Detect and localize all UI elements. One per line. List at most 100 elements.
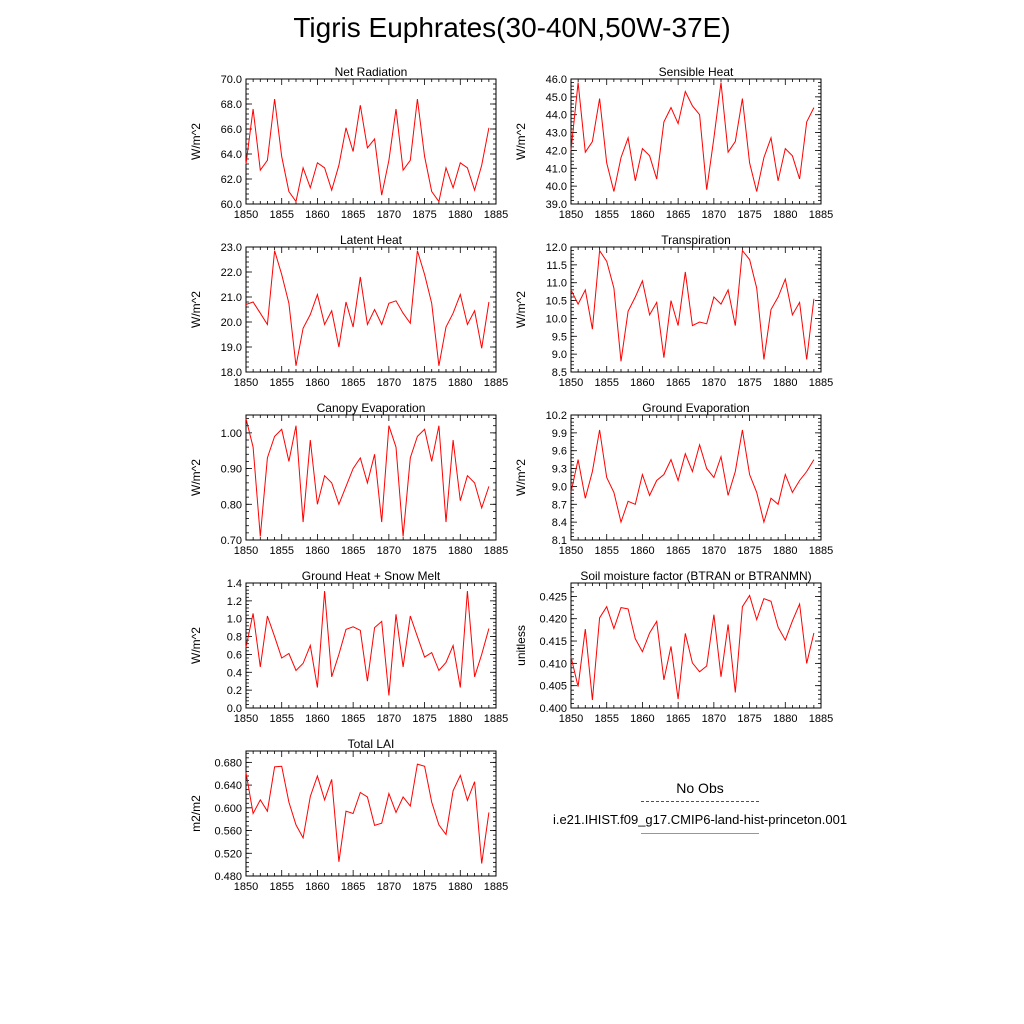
x-tick-label: 1875 [412, 209, 436, 221]
x-tick-label: 1870 [702, 713, 726, 725]
y-axis-label: W/m^2 [189, 291, 203, 328]
x-tick-label: 1870 [702, 209, 726, 221]
y-tick-label: 0.6 [227, 649, 242, 661]
x-tick-label: 1885 [484, 881, 508, 893]
chart-panel: 1850 1855 1860 1865 1870 1875 1880 1885 18.0 19.0… [189, 233, 508, 389]
panel-title: Sensible Heat [659, 65, 734, 79]
y-tick-label: 1.2 [227, 596, 242, 608]
x-tick-label: 1870 [377, 377, 401, 389]
y-tick-label: 18.0 [221, 367, 242, 379]
x-tick-label: 1850 [559, 377, 583, 389]
y-tick-label: 8.4 [552, 517, 567, 529]
x-tick-label: 1860 [630, 713, 654, 725]
x-tick-label: 1850 [234, 377, 258, 389]
y-axis-label: unitless [514, 625, 528, 666]
plot-frame [245, 246, 497, 373]
chart-panel: 1850 1855 1860 1865 1870 1875 1880 1885 0.480 0.5… [189, 737, 508, 893]
y-tick-label: 23.0 [221, 242, 242, 254]
legend-model-line [641, 833, 759, 834]
series-line [570, 429, 815, 525]
y-tick-label: 1.00 [221, 428, 242, 440]
y-tick-label: 41.0 [546, 163, 567, 175]
panel-title: Ground Evaporation [642, 401, 749, 415]
y-tick-label: 0.8 [227, 632, 242, 644]
panel-title: Canopy Evaporation [317, 401, 426, 415]
y-tick-label: 0.420 [539, 614, 567, 626]
x-tick-label: 1855 [594, 377, 618, 389]
x-tick-label: 1850 [234, 545, 258, 557]
series-line [245, 418, 490, 537]
y-tick-label: 8.1 [552, 535, 567, 547]
x-tick-label: 1860 [630, 209, 654, 221]
x-tick-label: 1855 [594, 713, 618, 725]
series-line [245, 250, 490, 366]
y-tick-label: 0.405 [539, 681, 567, 693]
y-tick-label: 0.415 [539, 636, 567, 648]
series-line [570, 249, 815, 362]
chart-panel: 1850 1855 1860 1865 1870 1875 1880 1885 39.0 40.0… [514, 65, 833, 221]
x-tick-label: 1875 [737, 545, 761, 557]
x-tick-label: 1885 [484, 377, 508, 389]
y-axis-label: W/m^2 [189, 627, 203, 664]
x-tick-label: 1885 [484, 713, 508, 725]
plot-frame [570, 246, 822, 373]
x-tick-label: 1850 [559, 545, 583, 557]
panel-title: Soil moisture factor (BTRAN or BTRANMN) [580, 569, 811, 583]
y-tick-label: 46.0 [546, 74, 567, 86]
x-tick-label: 1880 [448, 209, 472, 221]
x-tick-label: 1885 [809, 545, 833, 557]
x-tick-label: 1875 [737, 209, 761, 221]
x-tick-label: 1880 [773, 713, 797, 725]
series-line [570, 82, 815, 192]
x-tick-label: 1855 [594, 209, 618, 221]
x-tick-label: 1865 [341, 713, 365, 725]
x-tick-label: 1860 [630, 545, 654, 557]
x-tick-label: 1865 [341, 881, 365, 893]
plot-frame [570, 414, 822, 541]
series-line [245, 590, 490, 696]
chart-panel: 1850 1855 1860 1865 1870 1875 1880 1885 8.1 8.4 8.… [514, 401, 833, 557]
y-axis-label: W/m^2 [514, 459, 528, 496]
legend-title: No Obs [676, 780, 724, 796]
x-tick-label: 1850 [234, 209, 258, 221]
x-tick-label: 1855 [594, 545, 618, 557]
y-tick-label: 9.5 [552, 331, 567, 343]
y-tick-label: 0.400 [539, 703, 567, 715]
y-tick-label: 1.4 [227, 578, 242, 590]
x-tick-label: 1875 [412, 713, 436, 725]
x-tick-label: 1850 [559, 713, 583, 725]
x-tick-label: 1855 [269, 377, 293, 389]
y-tick-label: 39.0 [546, 199, 567, 211]
plot-frame [245, 78, 497, 205]
y-tick-label: 0.410 [539, 658, 567, 670]
y-axis-label: W/m^2 [514, 291, 528, 328]
chart-panel: 1850 1855 1860 1865 1870 1875 1880 1885 0.400 0.4… [514, 569, 833, 725]
plot-frame [245, 750, 497, 877]
y-tick-label: 66.0 [221, 124, 242, 136]
x-tick-label: 1870 [702, 377, 726, 389]
y-tick-label: 10.5 [546, 296, 567, 308]
x-tick-label: 1880 [773, 545, 797, 557]
y-tick-label: 19.0 [221, 342, 242, 354]
y-tick-label: 60.0 [221, 199, 242, 211]
panel-title: Net Radiation [335, 65, 408, 79]
x-tick-label: 1860 [305, 545, 329, 557]
x-tick-label: 1865 [341, 545, 365, 557]
x-tick-label: 1850 [234, 881, 258, 893]
chart-panel: 1850 1855 1860 1865 1870 1875 1880 1885 8.5 9.0 9.… [514, 233, 833, 389]
y-tick-label: 12.0 [546, 242, 567, 254]
x-tick-label: 1885 [484, 209, 508, 221]
y-tick-label: 62.0 [221, 174, 242, 186]
y-axis-label: W/m^2 [189, 123, 203, 160]
y-axis-label: m2/m2 [189, 795, 203, 832]
x-tick-label: 1865 [666, 713, 690, 725]
x-tick-label: 1880 [448, 377, 472, 389]
x-tick-label: 1885 [809, 209, 833, 221]
panel-title: Total LAI [348, 737, 395, 751]
x-tick-label: 1855 [269, 713, 293, 725]
y-tick-label: 0.640 [214, 780, 242, 792]
x-tick-label: 1880 [773, 209, 797, 221]
y-tick-label: 0.4 [227, 667, 242, 679]
y-tick-label: 0.520 [214, 848, 242, 860]
